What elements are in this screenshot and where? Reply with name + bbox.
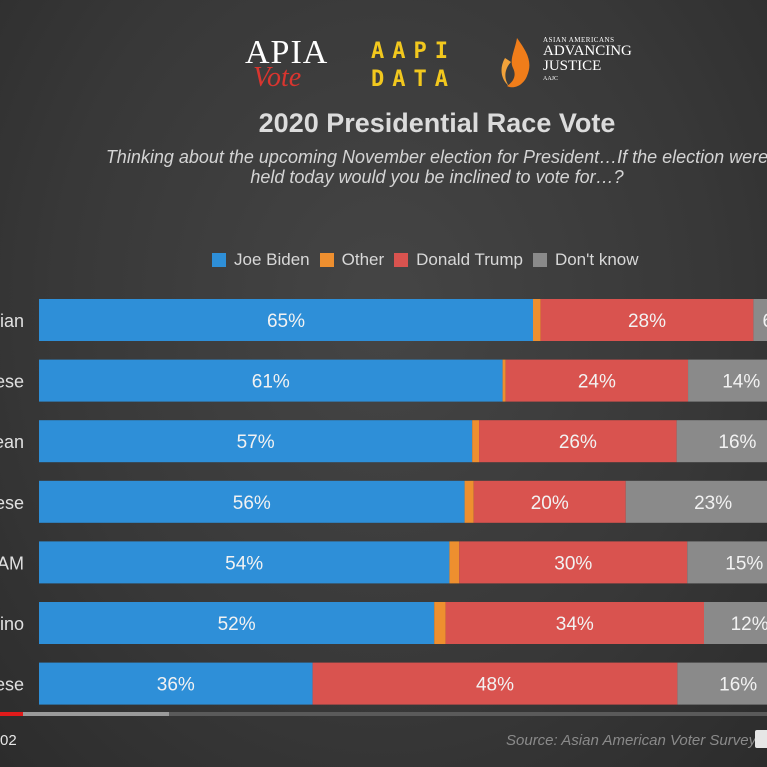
- aaj-logo: ASIAN AMERICANS ADVANCING JUSTICE AAJC: [543, 36, 632, 82]
- bar-biden: [39, 602, 435, 644]
- bar-other: [502, 359, 506, 402]
- bar-biden: [39, 299, 533, 341]
- captions-icon[interactable]: [755, 730, 767, 748]
- bar-other: [533, 299, 541, 341]
- category-label: AM: [0, 553, 24, 573]
- category-label: ino: [0, 614, 24, 634]
- data-label-biden: 54%: [225, 553, 263, 574]
- legend-label-other: Other: [341, 250, 385, 269]
- data-label-biden: 61%: [252, 372, 290, 393]
- legend-item-biden: Joe Biden: [212, 250, 310, 270]
- bar-biden: [39, 662, 313, 705]
- bar-biden: [39, 480, 465, 523]
- aaj-logo-line1: ASIAN AMERICANS: [543, 36, 615, 44]
- legend-item-trump: Donald Trump: [394, 250, 523, 270]
- data-label-dont-know: 16%: [718, 432, 756, 453]
- chart-title: 2020 Presidential Race Vote: [258, 108, 616, 138]
- bar-trump: [540, 299, 754, 341]
- data-label-trump: 30%: [554, 553, 592, 574]
- bar-dont-know: [625, 480, 767, 523]
- data-label-dont-know: 14%: [722, 372, 760, 393]
- apia-vote-logo: Vote: [253, 62, 302, 93]
- legend-label-biden: Joe Biden: [234, 250, 310, 269]
- subtitle-line-2: held today would you be inclined to vote…: [250, 167, 624, 187]
- bar-trump: [505, 359, 689, 402]
- legend-swatch-trump: [394, 253, 409, 267]
- aaj-logo-line3: JUSTICE: [543, 58, 602, 74]
- data-label-dont-know: 23%: [694, 493, 732, 514]
- bar-biden: [39, 359, 503, 402]
- flame-icon: [501, 38, 530, 88]
- bar-trump: [459, 541, 688, 584]
- bar-trump: [479, 420, 677, 463]
- bar-dont-know: [704, 602, 767, 644]
- video-buffered: [0, 712, 169, 716]
- data-label-trump: 48%: [476, 675, 514, 696]
- chart-subtitle: Thinking about the upcoming November ele…: [0, 147, 767, 187]
- data-label-biden: 57%: [237, 432, 275, 453]
- legend-swatch-dont-know: [532, 253, 547, 267]
- stacked-bar-chart: ian 65% 28% 6% ese 61% 24% 14% ean 57% 26% 16% ese 56…: [0, 299, 767, 705]
- legend-swatch-other: [319, 253, 334, 267]
- source-note: Source: Asian American Voter Survey: [506, 732, 757, 749]
- category-label: ean: [0, 432, 24, 452]
- data-label-biden: 65%: [267, 311, 305, 332]
- data-label-dont-know: 12%: [731, 614, 767, 635]
- video-progress-bar[interactable]: [0, 712, 767, 716]
- data-label-dont-know: 16%: [719, 675, 757, 696]
- data-label-dont-know: 6%: [762, 311, 767, 332]
- bar-dont-know: [687, 541, 767, 584]
- bar-dont-know: [688, 359, 767, 402]
- data-label-trump: 34%: [556, 614, 594, 635]
- legend-item-dont-know: Don't know: [532, 250, 639, 270]
- subtitle-line-1: Thinking about the upcoming November ele…: [105, 147, 767, 167]
- apia-logo: APIA: [245, 34, 329, 71]
- data-label-trump: 28%: [628, 311, 666, 332]
- bar-dont-know: [677, 662, 767, 705]
- data-label-trump: 20%: [531, 493, 569, 514]
- data-label-biden: 36%: [157, 675, 195, 696]
- video-time: 02: [0, 732, 17, 749]
- category-label: ese: [0, 675, 24, 695]
- category-label: ese: [0, 372, 24, 392]
- bar-trump: [445, 602, 704, 644]
- bar-other: [464, 480, 474, 523]
- aapi-logo-line1: AAPI: [371, 39, 456, 64]
- bar-other: [472, 420, 480, 463]
- data-label-trump: 24%: [578, 372, 616, 393]
- bar-other: [434, 602, 446, 644]
- data-label-trump: 26%: [559, 432, 597, 453]
- bar-dont-know: [753, 299, 767, 341]
- aapi-logo-line2: DATA: [371, 67, 456, 92]
- legend-label-dont-know: Don't know: [554, 250, 639, 269]
- bar-biden: [39, 541, 450, 584]
- bar-biden: [39, 420, 473, 463]
- aaj-logo-line2: ADVANCING: [543, 43, 632, 59]
- legend-label-trump: Donald Trump: [416, 250, 523, 269]
- data-label-biden: 52%: [218, 614, 256, 635]
- aaj-logo-line4: AAJC: [543, 76, 559, 82]
- data-label-dont-know: 15%: [725, 553, 763, 574]
- legend-swatch-biden: [212, 253, 226, 267]
- aapi-data-logo: AAPI DATA: [371, 38, 456, 94]
- logo-bar: APIA Vote AAPI DATA ASIAN AMERICANS ADVA…: [245, 32, 645, 102]
- chart-legend: Joe Biden Other Donald Trump Don't know: [212, 250, 649, 270]
- category-label: ian: [0, 311, 24, 331]
- bar-other: [449, 541, 460, 584]
- bar-trump: [473, 480, 626, 523]
- video-played: [0, 712, 23, 716]
- category-label: ese: [0, 493, 24, 513]
- bar-trump: [312, 662, 678, 705]
- bar-dont-know: [676, 420, 767, 463]
- legend-item-other: Other: [319, 250, 385, 270]
- data-label-biden: 56%: [233, 493, 271, 514]
